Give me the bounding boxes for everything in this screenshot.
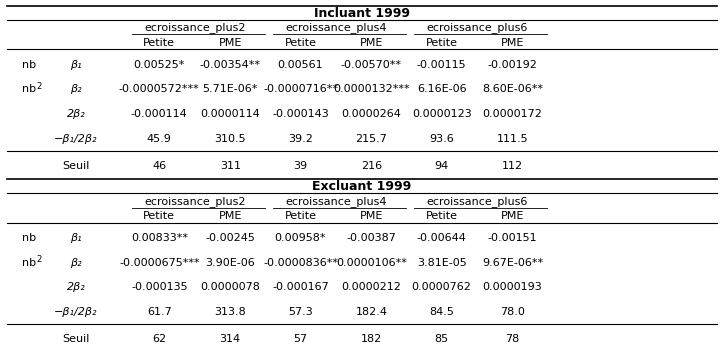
Text: 61.7: 61.7 xyxy=(147,307,172,317)
Text: 0.00958*: 0.00958* xyxy=(274,233,327,243)
Text: 0.0000106**: 0.0000106** xyxy=(336,258,407,268)
Text: 215.7: 215.7 xyxy=(355,133,387,143)
Text: −β₁/2β₂: −β₁/2β₂ xyxy=(54,307,98,317)
Text: 3.90E-06: 3.90E-06 xyxy=(206,258,255,268)
Text: Seuil: Seuil xyxy=(62,334,90,344)
Text: 0.0000212: 0.0000212 xyxy=(342,282,401,292)
Text: -0.0000836**: -0.0000836** xyxy=(263,258,338,268)
Text: Incluant 1999: Incluant 1999 xyxy=(314,7,410,20)
Text: Petite: Petite xyxy=(285,37,316,47)
Text: β₂: β₂ xyxy=(70,258,82,268)
Text: 0.00833**: 0.00833** xyxy=(131,233,188,243)
Text: 46: 46 xyxy=(152,161,167,171)
Text: nb: nb xyxy=(22,258,36,268)
Text: 0.0000762: 0.0000762 xyxy=(412,282,471,292)
Text: 85: 85 xyxy=(434,334,449,344)
Text: 57: 57 xyxy=(293,334,308,344)
Text: 9.67E-06**: 9.67E-06** xyxy=(482,258,543,268)
Text: ecroissance_plus4: ecroissance_plus4 xyxy=(285,196,387,206)
Text: -0.000114: -0.000114 xyxy=(131,109,188,119)
Text: β₂: β₂ xyxy=(70,84,82,94)
Text: -0.00245: -0.00245 xyxy=(206,233,255,243)
Text: 0.00561: 0.00561 xyxy=(277,60,324,69)
Text: Petite: Petite xyxy=(285,211,316,221)
Text: -0.00644: -0.00644 xyxy=(417,233,466,243)
Text: 0.0000193: 0.0000193 xyxy=(483,282,542,292)
Text: ecroissance_plus4: ecroissance_plus4 xyxy=(285,22,387,33)
Text: Petite: Petite xyxy=(426,37,458,47)
Text: 2: 2 xyxy=(36,255,41,264)
Text: Petite: Petite xyxy=(426,211,458,221)
Text: nb: nb xyxy=(22,60,36,69)
Text: PME: PME xyxy=(219,211,242,221)
Text: 2: 2 xyxy=(36,82,41,91)
Text: 182: 182 xyxy=(361,334,382,344)
Text: Seuil: Seuil xyxy=(62,161,90,171)
Text: -0.0000572***: -0.0000572*** xyxy=(119,84,200,94)
Text: PME: PME xyxy=(501,37,524,47)
Text: -0.00115: -0.00115 xyxy=(417,60,466,69)
Text: β₁: β₁ xyxy=(70,60,82,69)
Text: -0.000167: -0.000167 xyxy=(272,282,329,292)
Text: 39: 39 xyxy=(293,161,308,171)
Text: 0.00525*: 0.00525* xyxy=(134,60,185,69)
Text: -0.00192: -0.00192 xyxy=(488,60,537,69)
Text: 78.0: 78.0 xyxy=(500,307,525,317)
Text: 0.0000078: 0.0000078 xyxy=(201,282,260,292)
Text: ecroissance_plus2: ecroissance_plus2 xyxy=(144,196,245,206)
Text: 8.60E-06**: 8.60E-06** xyxy=(482,84,543,94)
Text: 93.6: 93.6 xyxy=(429,133,454,143)
Text: 313.8: 313.8 xyxy=(214,307,246,317)
Text: -0.0000716**: -0.0000716** xyxy=(263,84,338,94)
Text: 3.81E-05: 3.81E-05 xyxy=(417,258,466,268)
Text: PME: PME xyxy=(360,211,383,221)
Text: 311: 311 xyxy=(219,161,241,171)
Text: 314: 314 xyxy=(219,334,241,344)
Text: 182.4: 182.4 xyxy=(355,307,387,317)
Text: -0.00570**: -0.00570** xyxy=(341,60,402,69)
Text: 216: 216 xyxy=(361,161,382,171)
Text: ecroissance_plus2: ecroissance_plus2 xyxy=(144,22,245,33)
Text: 39.2: 39.2 xyxy=(288,133,313,143)
Text: ecroissance_plus6: ecroissance_plus6 xyxy=(426,196,528,206)
Text: PME: PME xyxy=(219,37,242,47)
Text: ecroissance_plus6: ecroissance_plus6 xyxy=(426,22,528,33)
Text: -0.0000675***: -0.0000675*** xyxy=(119,258,200,268)
Text: 0.0000123: 0.0000123 xyxy=(412,109,471,119)
Text: 0.0000132***: 0.0000132*** xyxy=(333,84,410,94)
Text: 2β₂: 2β₂ xyxy=(67,109,85,119)
Text: Excluant 1999: Excluant 1999 xyxy=(312,180,412,193)
Text: -0.000143: -0.000143 xyxy=(272,109,329,119)
Text: Petite: Petite xyxy=(143,37,175,47)
Text: Petite: Petite xyxy=(143,211,175,221)
Text: −β₁/2β₂: −β₁/2β₂ xyxy=(54,133,98,143)
Text: PME: PME xyxy=(501,211,524,221)
Text: 0.0000114: 0.0000114 xyxy=(201,109,260,119)
Text: 45.9: 45.9 xyxy=(147,133,172,143)
Text: 84.5: 84.5 xyxy=(429,307,454,317)
Text: 5.71E-06*: 5.71E-06* xyxy=(203,84,258,94)
Text: 112: 112 xyxy=(502,161,523,171)
Text: 57.3: 57.3 xyxy=(288,307,313,317)
Text: β₁: β₁ xyxy=(70,233,82,243)
Text: PME: PME xyxy=(360,37,383,47)
Text: 78: 78 xyxy=(505,334,520,344)
Text: nb: nb xyxy=(22,84,36,94)
Text: 62: 62 xyxy=(152,334,167,344)
Text: 2β₂: 2β₂ xyxy=(67,282,85,292)
Text: 111.5: 111.5 xyxy=(497,133,529,143)
Text: 6.16E-06: 6.16E-06 xyxy=(417,84,466,94)
Text: nb: nb xyxy=(22,233,36,243)
Text: 310.5: 310.5 xyxy=(214,133,246,143)
Text: 0.0000172: 0.0000172 xyxy=(483,109,542,119)
Text: -0.00354**: -0.00354** xyxy=(200,60,261,69)
Text: 94: 94 xyxy=(434,161,449,171)
Text: -0.00387: -0.00387 xyxy=(347,233,396,243)
Text: -0.000135: -0.000135 xyxy=(131,282,188,292)
Text: -0.00151: -0.00151 xyxy=(488,233,537,243)
Text: 0.0000264: 0.0000264 xyxy=(342,109,401,119)
